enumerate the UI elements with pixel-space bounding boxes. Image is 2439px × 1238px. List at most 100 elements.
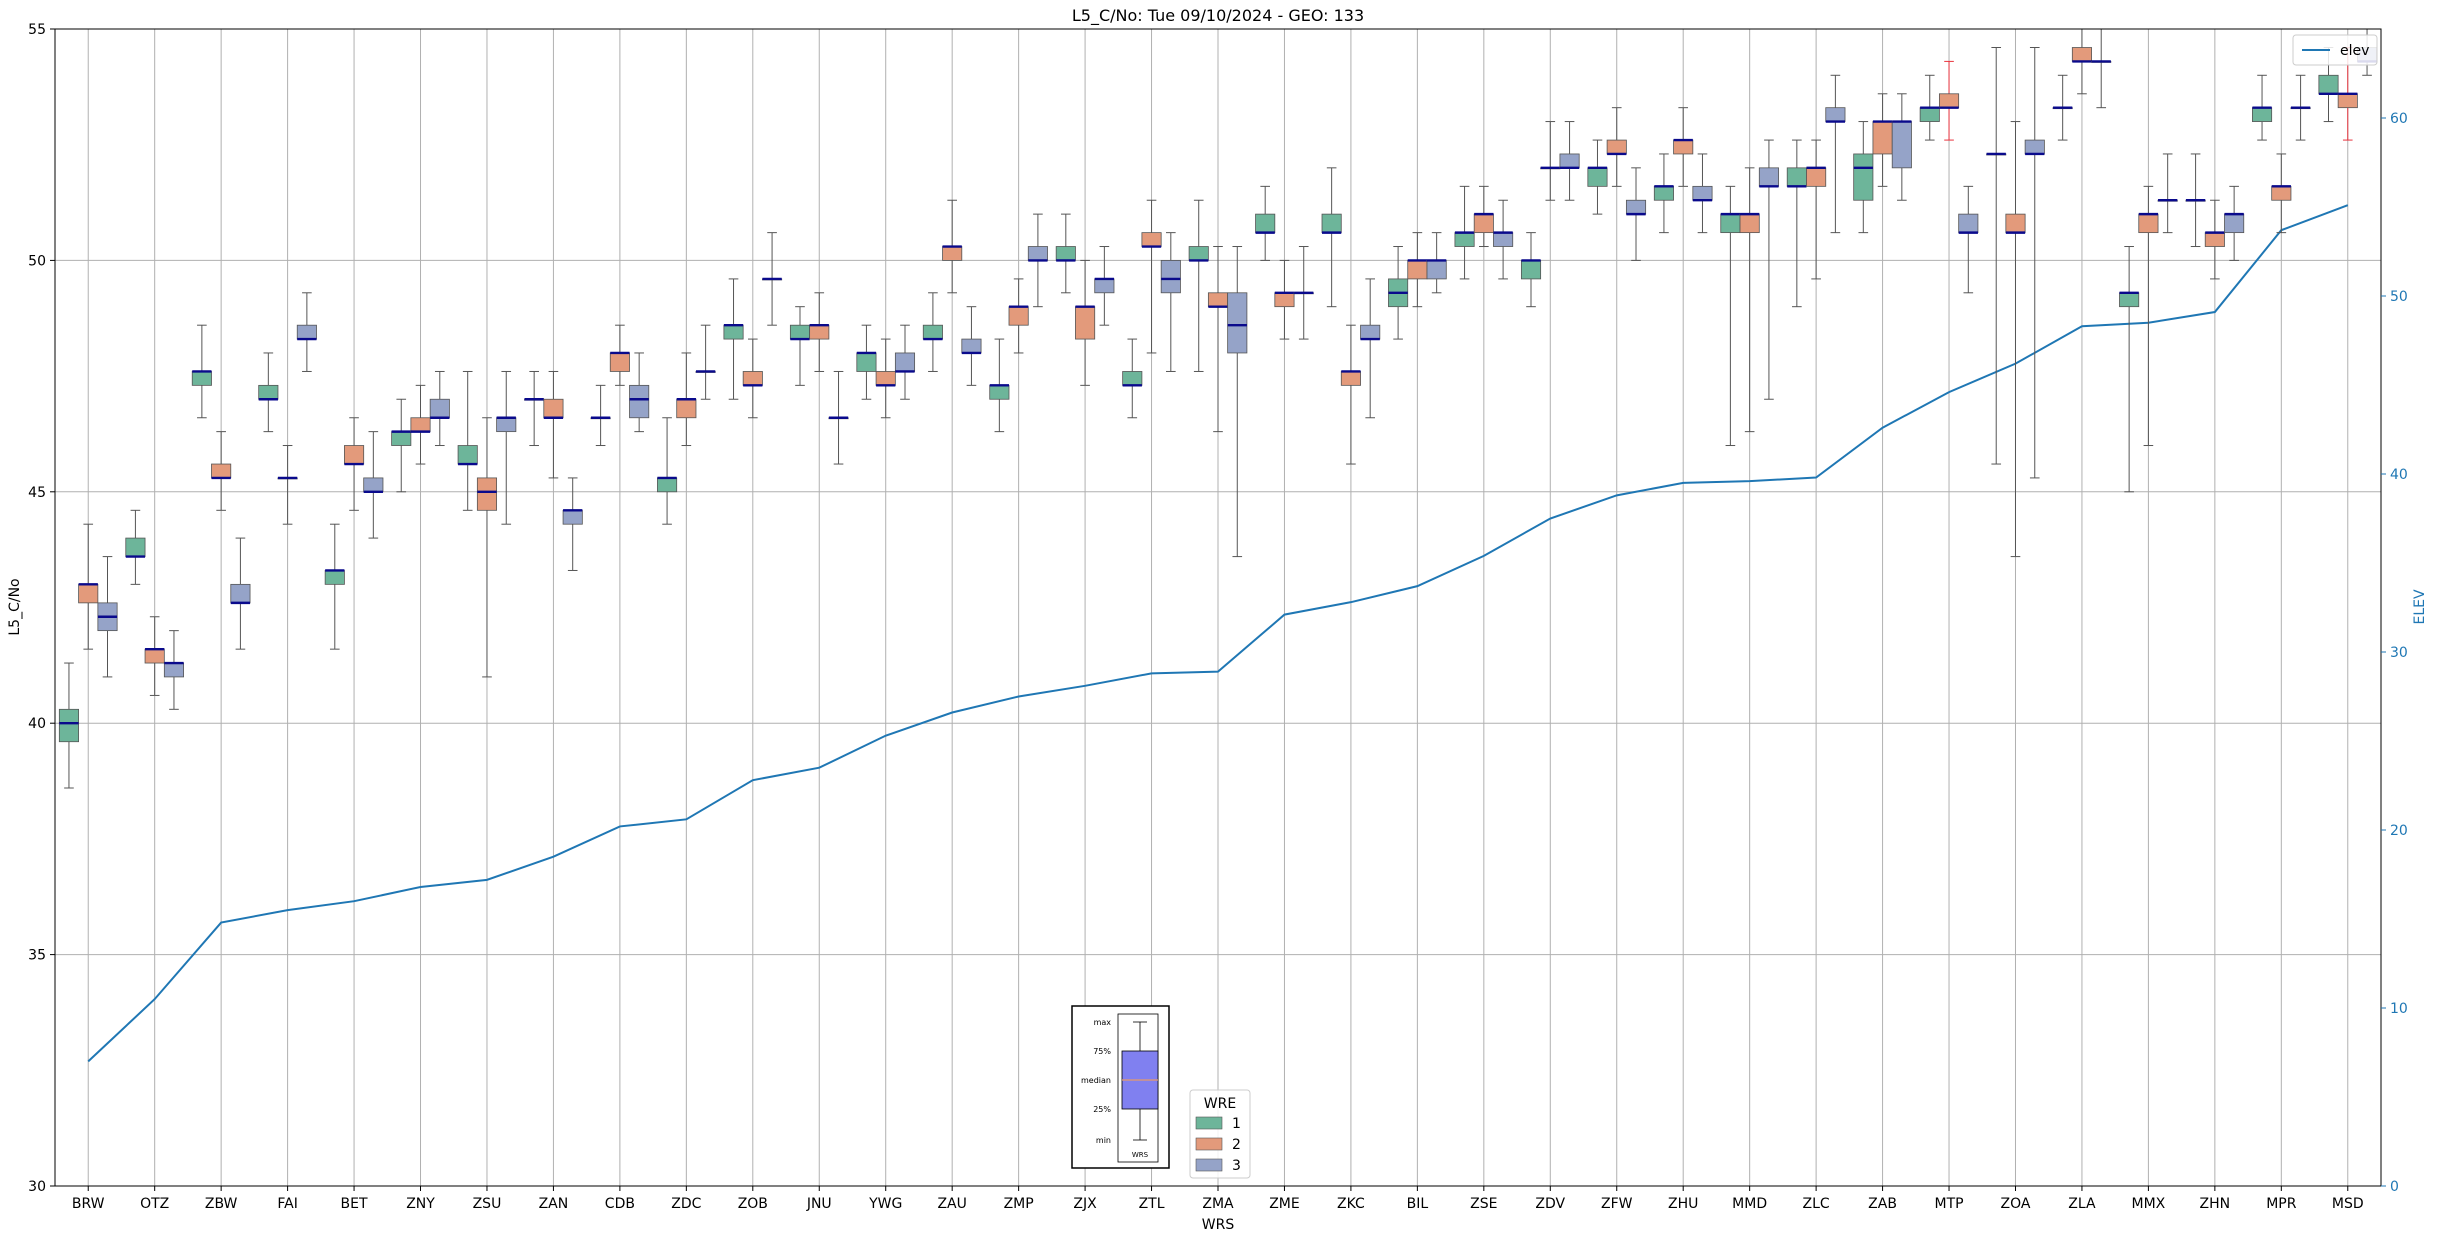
- box-zdc-wre3: [695, 324, 716, 400]
- box-body: [1454, 232, 1475, 247]
- x-tick-label: ZMP: [1004, 1196, 1034, 1212]
- box-body: [894, 352, 916, 372]
- box-zsu-wre3: [496, 370, 517, 525]
- box-body: [1360, 324, 1381, 340]
- x-tick-label: ZLA: [2068, 1196, 2096, 1212]
- box-zsu-wre1: [457, 370, 478, 511]
- box-zbw-wre3: [230, 537, 251, 650]
- elev-series: [87, 204, 2349, 1063]
- box-mmd-wre2: [1739, 167, 1760, 433]
- elev-legend: elev: [2292, 34, 2378, 66]
- box-zob-wre3: [762, 232, 783, 326]
- box-body: [1227, 292, 1248, 354]
- box-body: [1938, 93, 1960, 109]
- box-body: [429, 398, 450, 419]
- box-jnu-wre2: [809, 292, 830, 372]
- x-tick-label: ZTL: [1139, 1196, 1165, 1212]
- box-zla-wre2: [2071, 28, 2092, 95]
- box-mmx-wre2: [2138, 185, 2159, 447]
- box-zse-wre1: [1454, 185, 1475, 280]
- box-bil-wre2: [1407, 232, 1428, 308]
- box-bet-wre2: [344, 417, 365, 511]
- box-body: [609, 352, 630, 372]
- box-body: [296, 324, 317, 340]
- box-zdv-wre2: [1540, 121, 1561, 201]
- box-body: [1274, 292, 1295, 308]
- wre-legend-label-3: 3: [1232, 1158, 1241, 1174]
- box-body: [942, 246, 963, 261]
- y2-tick-label: 50: [2390, 289, 2408, 305]
- box-body: [1407, 259, 1428, 280]
- box-zjx-wre2: [1075, 259, 1096, 386]
- box-body: [2318, 74, 2339, 95]
- box-body: [1786, 167, 1807, 187]
- box-body: [1473, 213, 1494, 234]
- box-brw-wre2: [78, 523, 99, 650]
- x-tick-label: ZOB: [738, 1196, 768, 1212]
- wre-legend-label-2: 2: [1232, 1137, 1241, 1153]
- box-zfw-wre2: [1606, 107, 1627, 187]
- box-body: [1653, 185, 1674, 201]
- box-body: [410, 417, 431, 433]
- box-body: [1520, 259, 1542, 280]
- box-body: [562, 509, 583, 525]
- box-body: [1758, 167, 1779, 187]
- y2-tick-label: 40: [2390, 467, 2408, 483]
- box-zkc-wre2: [1340, 324, 1361, 465]
- box-cdb-wre1: [590, 384, 611, 447]
- box-body: [2224, 213, 2245, 234]
- box-body: [742, 371, 763, 386]
- box-body: [1255, 213, 1276, 234]
- box-jnu-wre3: [828, 370, 849, 465]
- x-tick-label: ZDC: [671, 1196, 701, 1212]
- x-tick-label: YWG: [868, 1196, 902, 1212]
- box-body: [191, 371, 212, 386]
- box-zlc-wre2: [1806, 139, 1827, 280]
- box-zob-wre2: [742, 338, 763, 419]
- box-zny-wre3: [429, 370, 450, 447]
- box-body: [1559, 153, 1580, 169]
- box-mtp-wre3: [1958, 185, 1979, 294]
- x-tick-label: ZMA: [1202, 1196, 1234, 1212]
- x-tick-label: MMD: [1732, 1196, 1767, 1212]
- x-tick-label: ZKC: [1337, 1196, 1365, 1212]
- x-tick-label: ZBW: [205, 1196, 238, 1212]
- box-body: [476, 477, 498, 511]
- box-body: [961, 338, 982, 354]
- box-otz-wre1: [125, 509, 146, 585]
- box-body: [789, 324, 811, 340]
- box-body: [2071, 47, 2092, 62]
- y2-tick-label: 0: [2390, 1179, 2399, 1195]
- box-key-label-max: max: [1094, 1018, 1112, 1027]
- wre-legend-label-1: 1: [1232, 1116, 1241, 1132]
- box-body: [58, 708, 79, 743]
- box-zab-wre3: [1891, 93, 1912, 201]
- box-body: [2252, 107, 2273, 122]
- box-zoa-wre2: [2005, 121, 2026, 558]
- axes: 30 35 40 45 50 55 0 10 20 30 40 50 60 BRW OTZ ZBW FAI BET…: [28, 22, 2408, 1212]
- box-zmp-wre3: [1027, 213, 1048, 308]
- box-zmp-wre1: [989, 338, 1010, 433]
- box-body: [1160, 259, 1181, 294]
- box-zlc-wre3: [1825, 74, 1846, 234]
- x-tick-label: BIL: [1407, 1196, 1429, 1212]
- box-ywg-wre2: [875, 338, 896, 419]
- y-tick-label: 40: [28, 716, 46, 732]
- box-zdc-wre1: [657, 417, 678, 525]
- box-body: [1606, 139, 1627, 155]
- box-body: [144, 648, 165, 664]
- box-body: [723, 324, 744, 340]
- box-zny-wre2: [410, 384, 431, 465]
- y2-tick-label: 60: [2390, 111, 2408, 127]
- box-bil-wre1: [1388, 246, 1409, 340]
- box-body: [543, 398, 564, 419]
- x-tick-label: ZAB: [1868, 1196, 1897, 1212]
- box-mpr-wre1: [2252, 74, 2273, 141]
- box-body: [1493, 232, 1514, 247]
- x-tick-label: MPR: [2266, 1196, 2297, 1212]
- box-bet-wre3: [363, 431, 384, 539]
- x-tick-label: ZAU: [937, 1196, 966, 1212]
- wre-legend: WRE 1 2 3: [1189, 1089, 1251, 1179]
- box-ztl-wre2: [1141, 199, 1162, 354]
- box-body: [1321, 213, 1342, 234]
